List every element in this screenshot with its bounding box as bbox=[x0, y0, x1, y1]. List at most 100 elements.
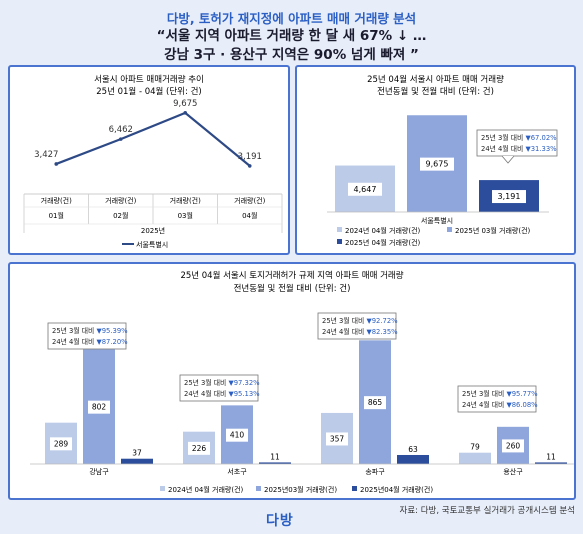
monthly-trend-panel: 서울시 아파트 매매거래량 추이 25년 01월 - 04월 (단위: 건) 3,4… bbox=[8, 65, 290, 255]
chart2-x-tick-1: 서울특별시 bbox=[421, 216, 453, 225]
chart3-bar-2-3 bbox=[259, 462, 291, 464]
chart1-point-3 bbox=[183, 111, 188, 115]
chart3-data-label-4-2: 260 bbox=[506, 441, 521, 450]
chart3-callout-2: 25년 3월 대비 ▼97.32% 24년 4월 대비 ▼95.13% bbox=[179, 374, 260, 402]
chart1-data-label-2: 6,462 bbox=[109, 125, 133, 135]
chart1-title: 서울시 아파트 매매거래량 추이 bbox=[94, 74, 204, 85]
chart1-data-label-4: 3,191 bbox=[238, 152, 262, 162]
chart3-data-label-2-3: 11 bbox=[270, 452, 280, 461]
chart3-callout-2-line-2: 24년 4월 대비 ▼95.13% bbox=[184, 389, 260, 398]
chart2-subtitle: 전년동월 및 전월 대비 (단위: 건) bbox=[377, 86, 494, 97]
chart2-legend-label-1: 2024년 04월 거래량(건) bbox=[345, 226, 421, 235]
chart1-point-1 bbox=[54, 162, 59, 166]
chart2-data-label-3: 3,191 bbox=[498, 192, 521, 201]
chart3-callout-3-box bbox=[317, 312, 397, 340]
chart2-data-label-bg-3 bbox=[492, 190, 526, 204]
chart3-bar-4-1 bbox=[459, 452, 491, 464]
chart1-data-label-1: 3,427 bbox=[34, 150, 58, 160]
chart1-legend-label: 서울특별시 bbox=[136, 240, 168, 249]
chart2-callout: 25년 3월 대비 ▼67.02% 24년 4월 대비 ▼31.33% bbox=[476, 129, 558, 157]
chart3-data-label-3-1: 357 bbox=[330, 434, 345, 443]
chart3-data-label-bg-2-2 bbox=[226, 428, 248, 442]
chart2-legend-swatch-1 bbox=[337, 227, 342, 232]
chart3-callout-3-line-2: 24년 4월 대비 ▼82.35% bbox=[322, 327, 398, 336]
chart2-callout-line-1: 25년 3월 대비 ▼67.02% bbox=[481, 133, 557, 142]
chart3-data-label-bg-2-1 bbox=[188, 441, 210, 455]
chart1-point-4 bbox=[247, 164, 252, 168]
chart3-x-tick-4: 용산구 bbox=[503, 467, 523, 476]
chart2-callout-line-2: 24년 4월 대비 ▼31.33% bbox=[481, 144, 557, 153]
district-comparison-chart: 25년 04월 서울시 토지거래허가 규제 지역 아파트 매매 거래량전년동월 … bbox=[30, 270, 582, 494]
chart3-data-label-bg-3-2 bbox=[364, 396, 386, 410]
chart2-legend-label-2: 2025년 03월 거래량(건) bbox=[455, 226, 531, 235]
source-note: 자료: 다방, 국토교통부 실거래가 공개시스템 분석 bbox=[399, 506, 575, 516]
chart3-subtitle: 전년동월 및 전월 대비 (단위: 건) bbox=[234, 283, 351, 294]
chart1-row-label-4: 거래량(건) bbox=[234, 196, 265, 205]
headline-line-2: 강남 3구 · 용산구 지역은 90% 넘게 빠져 ” bbox=[164, 47, 419, 63]
chart3-callout-1-line-2: 24년 4월 대비 ▼87.20% bbox=[52, 337, 128, 346]
chart2-callout-box bbox=[476, 129, 558, 157]
chart3-data-label-1-3: 37 bbox=[132, 449, 142, 458]
chart2-title: 25년 04월 서울시 아파트 매매 거래량 bbox=[367, 74, 504, 85]
chart3-legend-swatch-3 bbox=[352, 486, 357, 491]
chart3-x-tick-1: 강남구 bbox=[89, 467, 109, 476]
chart3-callout-4-box bbox=[457, 385, 537, 413]
chart2-data-label-1: 4,647 bbox=[354, 185, 377, 194]
chart3-callout-2-line-1: 25년 3월 대비 ▼97.32% bbox=[184, 378, 260, 387]
chart3-data-label-2-2: 410 bbox=[230, 431, 245, 440]
chart1-row-label-2: 거래량(건) bbox=[105, 196, 136, 205]
chart1-group-label: 2025년 bbox=[141, 226, 165, 235]
chart2-legend-label-3: 2025년 04월 거래량(건) bbox=[345, 238, 421, 247]
chart3-legend-label-3: 2025년04월 거래량(건) bbox=[360, 485, 433, 494]
chart2-legend-swatch-2 bbox=[447, 227, 452, 232]
chart3-data-label-1-1: 289 bbox=[54, 439, 69, 448]
chart2-data-label-bg-2 bbox=[420, 157, 454, 171]
chart3-bar-3-3 bbox=[397, 454, 429, 464]
seoul-comparison-panel: 25년 04월 서울시 아파트 매매 거래량 전년동월 및 전월 대비 (단위: … bbox=[295, 65, 576, 255]
chart3-callout-4: 25년 3월 대비 ▼95.77% 24년 4월 대비 ▼86.08% bbox=[457, 385, 538, 413]
chart3-bar-4-3 bbox=[535, 462, 567, 464]
chart3-data-label-2-1: 226 bbox=[192, 444, 207, 453]
chart1-data-label-3: 9,675 bbox=[173, 99, 197, 109]
chart3-title: 25년 04월 서울시 토지거래허가 규제 지역 아파트 매매 거래량 bbox=[180, 270, 403, 281]
chart1-point-2 bbox=[118, 137, 123, 141]
chart3-data-label-bg-3-1 bbox=[326, 432, 348, 446]
chart3-data-label-bg-1-1 bbox=[50, 437, 72, 451]
chart1-x-tick-2: 02월 bbox=[113, 211, 128, 220]
chart3-data-label-4-3: 11 bbox=[546, 452, 556, 461]
dabang-logo: 다방 bbox=[266, 513, 294, 529]
chart3-callout-4-line-1: 25년 3월 대비 ▼95.77% bbox=[462, 389, 538, 398]
chart3-data-label-3-3: 63 bbox=[408, 445, 418, 454]
chart3-data-label-4-1: 79 bbox=[470, 443, 480, 452]
chart3-x-tick-2: 서초구 bbox=[227, 467, 247, 476]
chart3-data-label-1-2: 802 bbox=[92, 403, 107, 412]
header-title: 다방, 토허가 재지정에 아파트 매매 거래량 분석 bbox=[166, 11, 417, 26]
chart3-x-tick-3: 송파구 bbox=[365, 467, 385, 476]
chart3-callout-1-box bbox=[47, 322, 127, 350]
header-headline: “서울 지역 아파트 거래량 한 달 새 67% ↓ … 강남 3구 · 용산구… bbox=[0, 27, 583, 65]
chart3-data-label-3-2: 865 bbox=[368, 398, 383, 407]
chart2-legend-swatch-3 bbox=[337, 239, 342, 244]
chart3-data-label-bg-1-2 bbox=[88, 400, 110, 414]
chart1-x-tick-4: 04월 bbox=[242, 211, 257, 220]
headline-line-1: “서울 지역 아파트 거래량 한 달 새 67% ↓ … bbox=[156, 28, 427, 44]
chart3-legend-swatch-1 bbox=[160, 486, 165, 491]
chart1-subtitle: 25년 01월 - 04월 (단위: 건) bbox=[96, 86, 201, 97]
chart3-data-label-bg-4-2 bbox=[502, 439, 524, 453]
chart1-x-tick-3: 03월 bbox=[178, 211, 193, 220]
chart3-callout-2-box bbox=[179, 374, 259, 402]
chart1-series-line bbox=[55, 111, 251, 167]
chart3-bar-1-3 bbox=[121, 458, 153, 464]
chart3-callout-4-line-2: 24년 4월 대비 ▼86.08% bbox=[462, 400, 538, 409]
chart3-legend-label-2: 2025년03월 거래량(건) bbox=[264, 485, 337, 494]
chart2-callout-pointer bbox=[501, 155, 515, 164]
chart1-row-label-1: 거래량(건) bbox=[41, 196, 72, 205]
chart3-callout-3: 25년 3월 대비 ▼92.72% 24년 4월 대비 ▼82.35% bbox=[317, 312, 398, 340]
chart1-row-label-3: 거래량(건) bbox=[170, 196, 201, 205]
chart1-x-tick-1: 01월 bbox=[49, 211, 64, 220]
chart3-callout-3-line-1: 25년 3월 대비 ▼92.72% bbox=[322, 316, 398, 325]
chart3-legend-label-1: 2024년 04월 거래량(건) bbox=[168, 485, 244, 494]
